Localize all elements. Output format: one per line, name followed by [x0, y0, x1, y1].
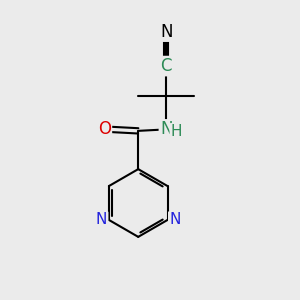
Text: H: H — [171, 124, 182, 139]
Text: N: N — [160, 120, 172, 138]
Text: N: N — [96, 212, 107, 227]
Text: N: N — [160, 22, 172, 40]
Text: C: C — [160, 57, 172, 75]
Text: N: N — [169, 212, 181, 227]
Text: O: O — [98, 120, 111, 138]
